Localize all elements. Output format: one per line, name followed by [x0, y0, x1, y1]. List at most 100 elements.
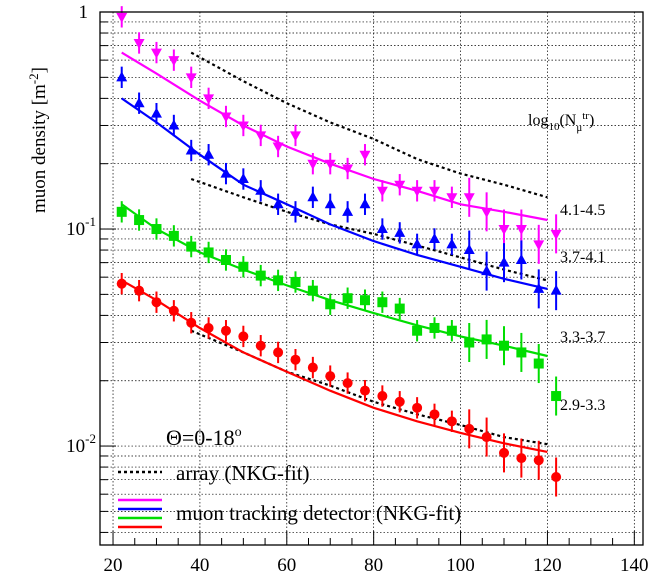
marker-triangle-down	[307, 159, 319, 170]
marker-circle	[273, 347, 284, 358]
data-point	[272, 193, 284, 215]
marker-circle	[168, 305, 179, 316]
data-point	[186, 235, 197, 258]
marker-triangle-up	[481, 265, 493, 276]
marker-triangle-up	[428, 232, 440, 243]
data-point	[307, 186, 319, 208]
data-point	[412, 320, 423, 342]
marker-triangle-down	[168, 56, 180, 67]
marker-triangle-down	[237, 121, 249, 132]
marker-triangle-up	[133, 97, 145, 108]
marker-square	[307, 285, 318, 296]
marker-triangle-up	[411, 238, 423, 249]
data-point	[429, 403, 440, 426]
marker-circle	[186, 317, 197, 328]
data-point	[133, 32, 145, 54]
x-tick-label: 20	[104, 555, 123, 576]
marker-triangle-down	[533, 240, 545, 251]
marker-triangle-down	[550, 229, 562, 240]
marker-triangle-up	[237, 173, 249, 184]
marker-circle	[220, 325, 231, 336]
data-point	[185, 66, 197, 89]
data-point	[168, 300, 179, 322]
marker-triangle-down	[446, 193, 458, 204]
data-point	[134, 279, 145, 302]
marker-triangle-up	[446, 238, 458, 249]
mtd-fit-curve	[121, 51, 548, 222]
data-point	[238, 256, 249, 278]
marker-square	[273, 275, 284, 286]
marker-circle	[412, 402, 423, 413]
marker-triangle-up	[272, 198, 284, 209]
marker-circle	[533, 455, 544, 466]
data-point	[446, 320, 457, 342]
marker-triangle-down	[203, 94, 215, 105]
marker-triangle-up	[342, 205, 354, 216]
data-point	[238, 325, 249, 348]
data-point	[342, 201, 354, 223]
marker-triangle-up	[185, 144, 197, 155]
marker-triangle-down	[498, 225, 510, 236]
marker-square	[342, 293, 353, 304]
marker-circle	[551, 472, 562, 483]
marker-triangle-down	[133, 38, 145, 49]
marker-triangle-down	[428, 186, 440, 197]
marker-triangle-up	[376, 223, 388, 234]
data-point	[220, 105, 232, 128]
data-point	[133, 92, 145, 114]
marker-circle	[307, 362, 318, 373]
data-point	[464, 409, 475, 449]
marker-triangle-up	[307, 191, 319, 202]
marker-triangle-down	[411, 186, 423, 197]
marker-triangle-up	[324, 198, 336, 209]
x-tick-label: 80	[364, 555, 383, 576]
marker-triangle-down	[289, 131, 301, 142]
legend-title: log10(Nμtr)	[528, 110, 594, 134]
data-point	[255, 124, 267, 147]
legend-label-mtd: muon tracking detector (NKG-fit)	[176, 501, 461, 525]
data-point	[429, 317, 440, 339]
marker-square	[394, 303, 405, 314]
data-point	[290, 271, 301, 293]
data-point	[324, 193, 336, 215]
marker-circle	[134, 285, 145, 296]
marker-triangle-up	[168, 119, 180, 130]
marker-square	[168, 230, 179, 241]
x-tick-label: 140	[620, 555, 649, 576]
data-point	[377, 291, 388, 313]
marker-triangle-down	[359, 150, 371, 161]
data-point	[463, 177, 475, 217]
marker-triangle-up	[150, 107, 162, 118]
tick-labels: 20 40 60 80 100 120 140 1 10-1 10-2	[66, 2, 648, 576]
data-point	[394, 297, 405, 320]
data-point	[464, 322, 475, 363]
data-point	[168, 114, 180, 137]
legend-label-array: array (NKG-fit)	[176, 461, 310, 485]
data-point	[533, 224, 545, 264]
marker-triangle-up	[116, 71, 128, 82]
marker-circle	[342, 378, 353, 389]
marker-triangle-up	[463, 244, 475, 255]
marker-circle	[116, 278, 127, 289]
marker-triangle-up	[550, 284, 562, 295]
data-point	[307, 153, 319, 175]
data-point	[116, 201, 127, 223]
data-point	[116, 272, 127, 295]
marker-circle	[255, 340, 266, 351]
marker-triangle-up	[498, 256, 510, 267]
marker-square	[255, 270, 266, 281]
marker-circle	[498, 447, 509, 458]
grid-lines	[100, 12, 643, 545]
marker-circle	[377, 391, 388, 402]
marker-circle	[446, 416, 457, 427]
data-point	[376, 218, 388, 240]
marker-triangle-up	[289, 205, 301, 216]
marker-triangle-down	[116, 12, 128, 23]
data-point	[272, 135, 284, 158]
marker-square	[151, 224, 162, 235]
data-point	[237, 114, 249, 137]
marker-circle	[464, 423, 475, 434]
axis-ticks	[100, 21, 635, 545]
data-point	[203, 317, 214, 339]
